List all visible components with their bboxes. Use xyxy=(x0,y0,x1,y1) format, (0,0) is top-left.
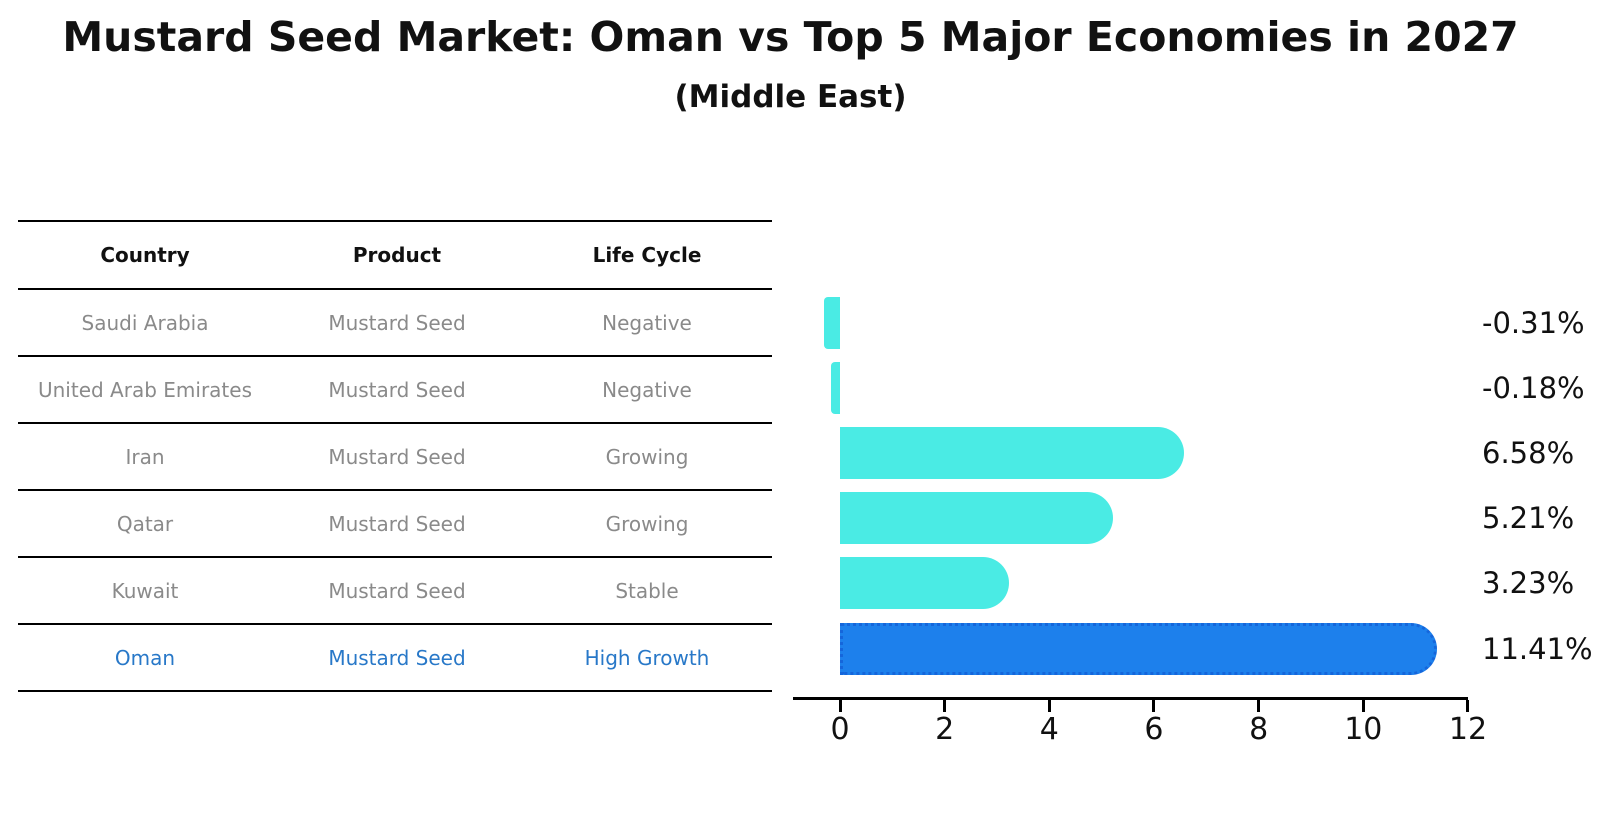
x-axis-tick xyxy=(1361,700,1365,712)
bar-saudi-arabia xyxy=(823,296,840,349)
x-axis-tick-label: 0 xyxy=(830,712,850,747)
cell-life_cycle: Stable xyxy=(615,578,679,603)
cell-life_cycle: Growing xyxy=(605,444,689,469)
cell-life_cycle: Negative xyxy=(602,310,692,335)
x-axis-tick-label: 8 xyxy=(1249,712,1269,747)
column-header-life_cycle: Life Cycle xyxy=(592,243,702,267)
country-table: Country Product Life Cycle Saudi Arabia Must… xyxy=(18,220,772,692)
cell-country: Kuwait xyxy=(111,578,179,603)
bar-iran xyxy=(840,426,1185,479)
table-row: United Arab Emirates Mustard Seed Negative xyxy=(18,357,772,424)
bar-oman xyxy=(840,622,1438,675)
cell-product: Mustard Seed xyxy=(328,511,466,536)
x-axis-tick xyxy=(1152,700,1156,712)
x-axis-tick-label: 10 xyxy=(1344,712,1383,747)
cell-country: United Arab Emirates xyxy=(37,377,252,402)
bar-value-label: 6.58% xyxy=(1482,435,1575,470)
bar-qatar xyxy=(840,492,1113,545)
table-row: Iran Mustard Seed Growing xyxy=(18,424,772,491)
x-axis-tick-label: 4 xyxy=(1039,712,1059,747)
cell-country: Iran xyxy=(125,444,165,469)
chart-title: Mustard Seed Market: Oman vs Top 5 Major… xyxy=(62,13,1519,61)
cell-product: Mustard Seed xyxy=(328,444,466,469)
bar-value-label: 3.23% xyxy=(1482,566,1575,601)
x-axis-line xyxy=(792,697,1468,700)
x-axis-tick xyxy=(838,700,842,712)
table-header-row: Country Product Life Cycle xyxy=(18,220,772,290)
table-row: Kuwait Mustard Seed Stable xyxy=(18,558,772,625)
bar-value-label: -0.18% xyxy=(1482,370,1585,405)
table-row: Qatar Mustard Seed Growing xyxy=(18,491,772,558)
x-axis-tick xyxy=(943,700,947,712)
cell-product: Mustard Seed xyxy=(328,377,466,402)
x-axis-tick xyxy=(1047,700,1051,712)
bar-value-label: 11.41% xyxy=(1482,631,1593,666)
bar-united-arab-emirates xyxy=(830,361,840,414)
x-axis-tick xyxy=(1257,700,1261,712)
chart-subtitle: (Middle East) xyxy=(674,79,907,115)
bar-value-label: -0.31% xyxy=(1482,305,1585,340)
cell-product: Mustard Seed xyxy=(328,310,466,335)
table-row: Oman Mustard Seed High Growth xyxy=(18,625,772,692)
bar-kuwait xyxy=(840,557,1010,610)
x-axis-tick-label: 6 xyxy=(1144,712,1164,747)
cell-life_cycle: High Growth xyxy=(584,645,710,670)
cell-country: Saudi Arabia xyxy=(81,310,209,335)
cell-life_cycle: Growing xyxy=(605,511,689,536)
cell-country: Oman xyxy=(114,645,176,670)
column-header-product: Product xyxy=(352,243,442,267)
cell-life_cycle: Negative xyxy=(602,377,692,402)
column-header-country: Country xyxy=(100,243,190,267)
table-row: Saudi Arabia Mustard Seed Negative xyxy=(18,290,772,357)
cell-product: Mustard Seed xyxy=(328,645,466,670)
bar-value-label: 5.21% xyxy=(1482,501,1575,536)
cell-product: Mustard Seed xyxy=(328,578,466,603)
cell-country: Qatar xyxy=(116,511,174,536)
x-axis-tick xyxy=(1466,700,1470,712)
x-axis-tick-label: 12 xyxy=(1448,712,1488,747)
x-axis-tick-label: 2 xyxy=(935,712,955,747)
